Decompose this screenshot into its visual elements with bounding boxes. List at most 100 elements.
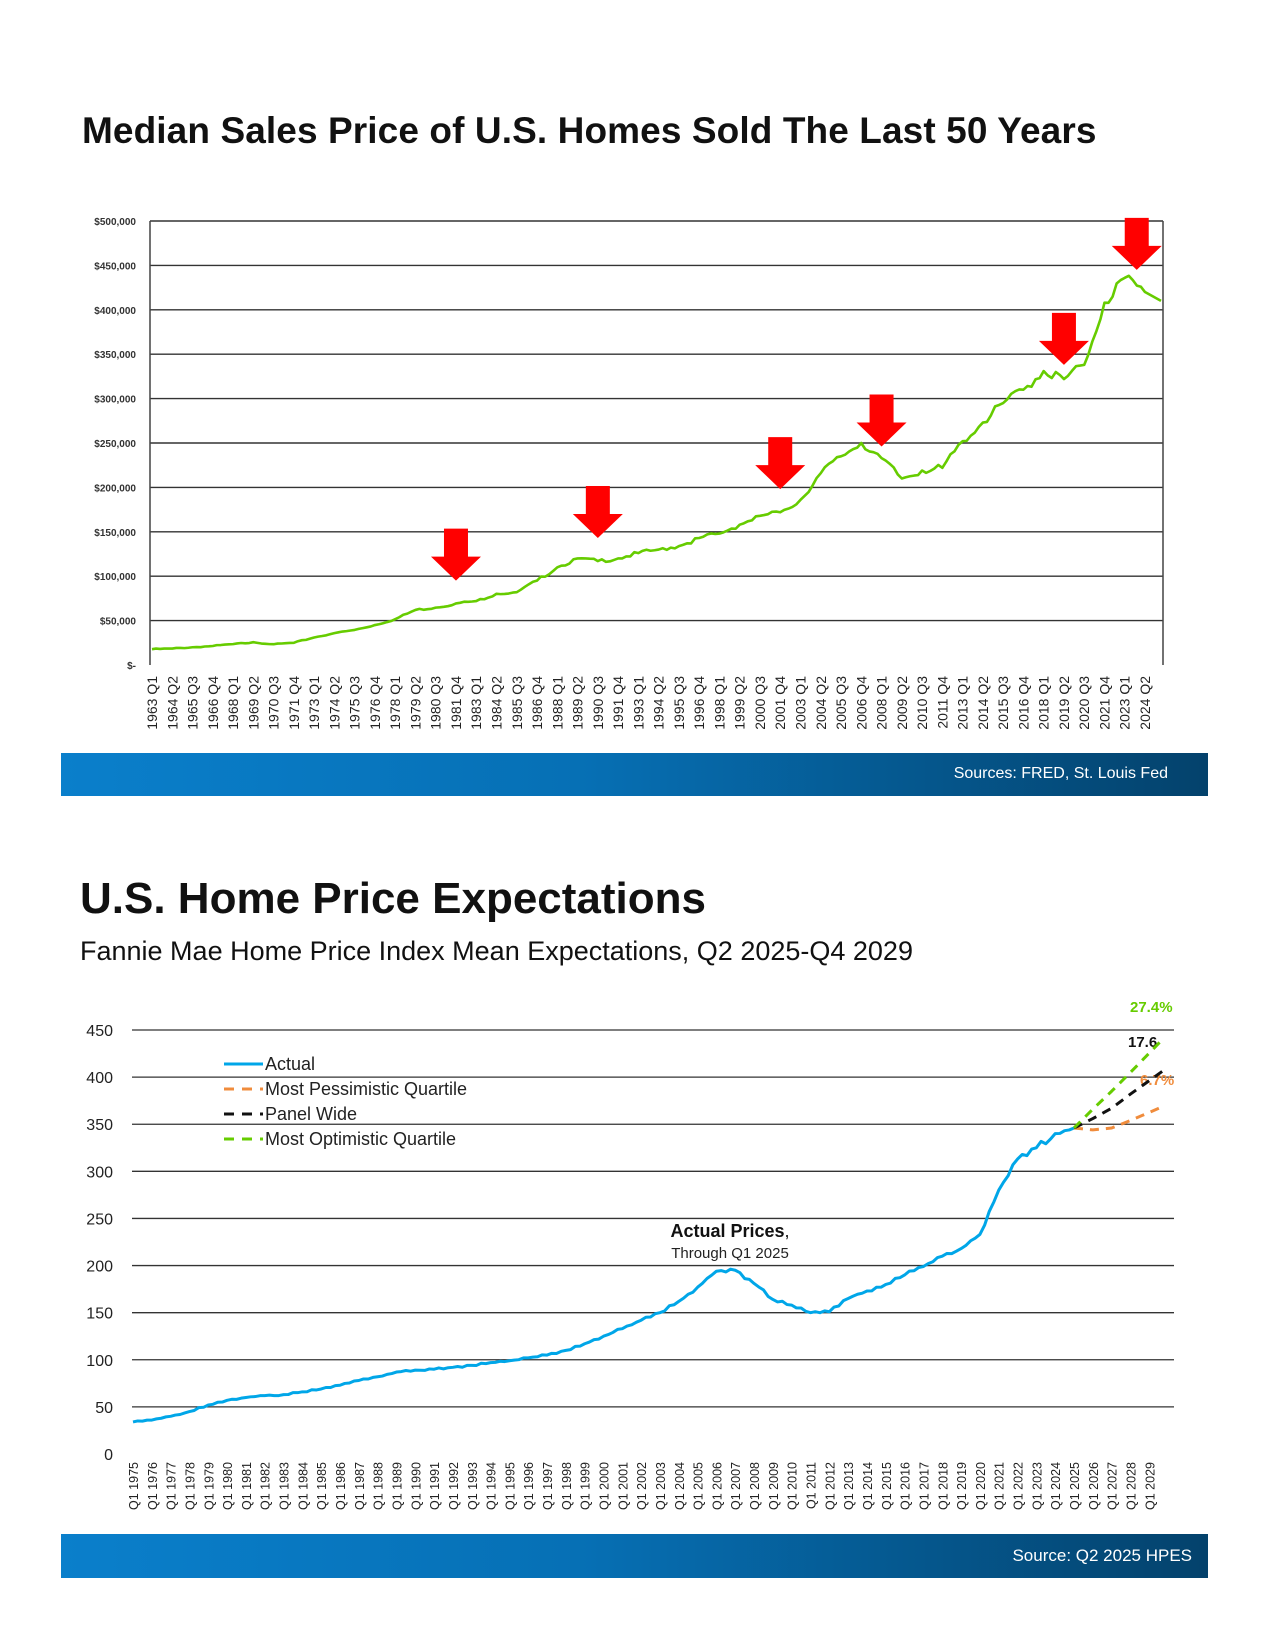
y-tick-label: $300,000 xyxy=(94,395,136,406)
x-tick-label: Q1 2023 xyxy=(1030,1462,1044,1510)
x-tick-label: 1976 Q4 xyxy=(367,676,383,730)
down-arrow-icon xyxy=(1038,312,1089,365)
x-tick-label: Q1 2008 xyxy=(748,1462,762,1510)
x-tick-label: Q1 2006 xyxy=(710,1462,724,1510)
x-tick-label: 2013 Q1 xyxy=(955,676,971,730)
x-tick-label: Q1 2025 xyxy=(1068,1462,1082,1510)
x-tick-label: Q1 2010 xyxy=(786,1462,800,1510)
x-tick-label: Q1 2019 xyxy=(955,1462,969,1510)
legend-label: Most Pessimistic Quartile xyxy=(265,1079,467,1099)
y-tick-label: 100 xyxy=(86,1353,113,1370)
x-tick-label: Q1 2007 xyxy=(729,1462,743,1510)
x-tick-label: 1975 Q3 xyxy=(347,676,363,730)
chart2-subtitle: Fannie Mae Home Price Index Mean Expecta… xyxy=(80,936,913,966)
x-tick-label: Q1 1989 xyxy=(390,1462,404,1510)
median-price-chart: $- $50,000 $100,000 $150,000 $200,000 $250,00… xyxy=(94,217,1164,730)
x-tick-label: 1968 Q1 xyxy=(225,676,241,730)
y-tick-label: $250,000 xyxy=(94,439,136,450)
x-tick-label: Q1 1990 xyxy=(409,1462,423,1510)
legend-label: Panel Wide xyxy=(265,1104,357,1124)
y-tick-label: 150 xyxy=(86,1306,113,1323)
x-tick-label: 1964 Q2 xyxy=(164,676,180,730)
x-tick-label: 1985 Q3 xyxy=(509,676,525,730)
source-bar-chart1: Sources: FRED, St. Louis Fed xyxy=(61,753,1208,796)
x-tick-label: Q1 2009 xyxy=(767,1462,781,1510)
y-tick-label: $100,000 xyxy=(94,572,136,583)
chart2-title: U.S. Home Price Expectations xyxy=(80,874,706,923)
x-tick-label: 1995 Q3 xyxy=(671,676,687,730)
series-line-most-optimistic-quartile xyxy=(1072,1037,1165,1130)
annotation-subtitle: Through Q1 2025 xyxy=(671,1245,789,1262)
x-tick-label: 1988 Q1 xyxy=(549,676,565,730)
x-tick-label: Q1 1992 xyxy=(447,1462,461,1510)
x-tick-label: 1970 Q3 xyxy=(266,676,282,730)
x-tick-label: Q1 2013 xyxy=(842,1462,856,1510)
x-tick-label: Q1 2015 xyxy=(880,1462,894,1510)
x-tick-label: Q1 1981 xyxy=(240,1462,254,1510)
legend-label: Most Optimistic Quartile xyxy=(265,1129,456,1149)
x-tick-label: Q1 1998 xyxy=(560,1462,574,1510)
x-tick-label: Q1 2028 xyxy=(1124,1462,1138,1510)
x-tick-label: 1966 Q4 xyxy=(205,676,221,730)
x-tick-label: 2014 Q2 xyxy=(975,676,991,730)
x-tick-label: Q1 2017 xyxy=(917,1462,931,1510)
y-tick-label: $350,000 xyxy=(94,350,136,361)
x-tick-label: Q1 1982 xyxy=(259,1462,273,1510)
end-label: 6.7% xyxy=(1140,1072,1174,1089)
y-tick-label: $50,000 xyxy=(100,617,137,628)
x-tick-label: 1974 Q2 xyxy=(326,676,342,730)
x-tick-label: 1981 Q4 xyxy=(448,676,464,730)
x-tick-label: 2004 Q2 xyxy=(813,676,829,730)
x-tick-label: Q1 1994 xyxy=(485,1462,499,1510)
x-tick-label: 1996 Q4 xyxy=(691,676,707,730)
x-tick-label: 1965 Q3 xyxy=(185,676,201,730)
x-tick-label: Q1 1995 xyxy=(503,1462,517,1510)
x-tick-label: 2016 Q4 xyxy=(1015,676,1031,730)
x-tick-label: Q1 1975 xyxy=(127,1462,141,1510)
x-tick-label: 1980 Q3 xyxy=(428,676,444,730)
x-tick-label: 1973 Q1 xyxy=(306,676,322,730)
legend-label: Actual xyxy=(265,1054,315,1074)
x-tick-label: 2011 Q4 xyxy=(934,676,950,729)
y-tick-label: 50 xyxy=(95,1400,113,1417)
x-tick-label: Q1 1979 xyxy=(202,1462,216,1510)
x-tick-label: Q1 1977 xyxy=(165,1462,179,1510)
x-tick-label: 2006 Q4 xyxy=(853,676,869,730)
y-tick-label: 400 xyxy=(86,1070,113,1087)
x-tick-label: Q1 1976 xyxy=(146,1462,160,1510)
x-tick-label: Q1 2004 xyxy=(673,1462,687,1510)
down-arrow-icon xyxy=(856,394,907,447)
x-tick-label: Q1 2024 xyxy=(1049,1462,1063,1510)
x-tick-label: Q1 2018 xyxy=(936,1462,950,1510)
series-line-actual xyxy=(132,1126,1075,1424)
x-tick-label: 2019 Q2 xyxy=(1056,676,1072,730)
price-line xyxy=(151,274,1162,651)
end-label: 27.4% xyxy=(1130,999,1173,1016)
x-tick-label: 1971 Q4 xyxy=(286,676,302,730)
x-tick-label: 1994 Q2 xyxy=(651,676,667,730)
x-tick-label: Q1 1978 xyxy=(183,1462,197,1510)
x-tick-label: 1986 Q4 xyxy=(529,676,545,730)
x-tick-label: Q1 2029 xyxy=(1143,1462,1157,1510)
y-tick-label: 200 xyxy=(86,1259,113,1276)
x-tick-label: 2010 Q3 xyxy=(914,676,930,730)
y-tick-label: $200,000 xyxy=(94,483,136,494)
x-tick-label: Q1 1987 xyxy=(353,1462,367,1510)
x-tick-label: Q1 2000 xyxy=(598,1462,612,1510)
y-tick-label: $500,000 xyxy=(94,217,136,228)
end-label: 17.6 xyxy=(1128,1034,1157,1051)
y-tick-label: 350 xyxy=(86,1117,113,1134)
chart1-title: Median Sales Price of U.S. Homes Sold Th… xyxy=(82,110,1097,151)
x-tick-label: 2021 Q4 xyxy=(1096,676,1112,730)
x-tick-label: 2005 Q3 xyxy=(833,676,849,730)
x-tick-label: Q1 2011 xyxy=(805,1462,819,1509)
x-tick-label: 2001 Q4 xyxy=(772,676,788,730)
y-tick-label: 450 xyxy=(86,1023,113,1040)
x-tick-label: 2008 Q1 xyxy=(874,676,890,730)
down-arrow-icon xyxy=(755,437,806,490)
x-tick-label: Q1 1985 xyxy=(315,1462,329,1510)
x-tick-label: Q1 1993 xyxy=(466,1462,480,1510)
x-tick-label: Q1 2014 xyxy=(861,1462,875,1510)
source-text-chart1: Sources: FRED, St. Louis Fed xyxy=(953,765,1168,782)
x-tick-label: Q1 1986 xyxy=(334,1462,348,1510)
